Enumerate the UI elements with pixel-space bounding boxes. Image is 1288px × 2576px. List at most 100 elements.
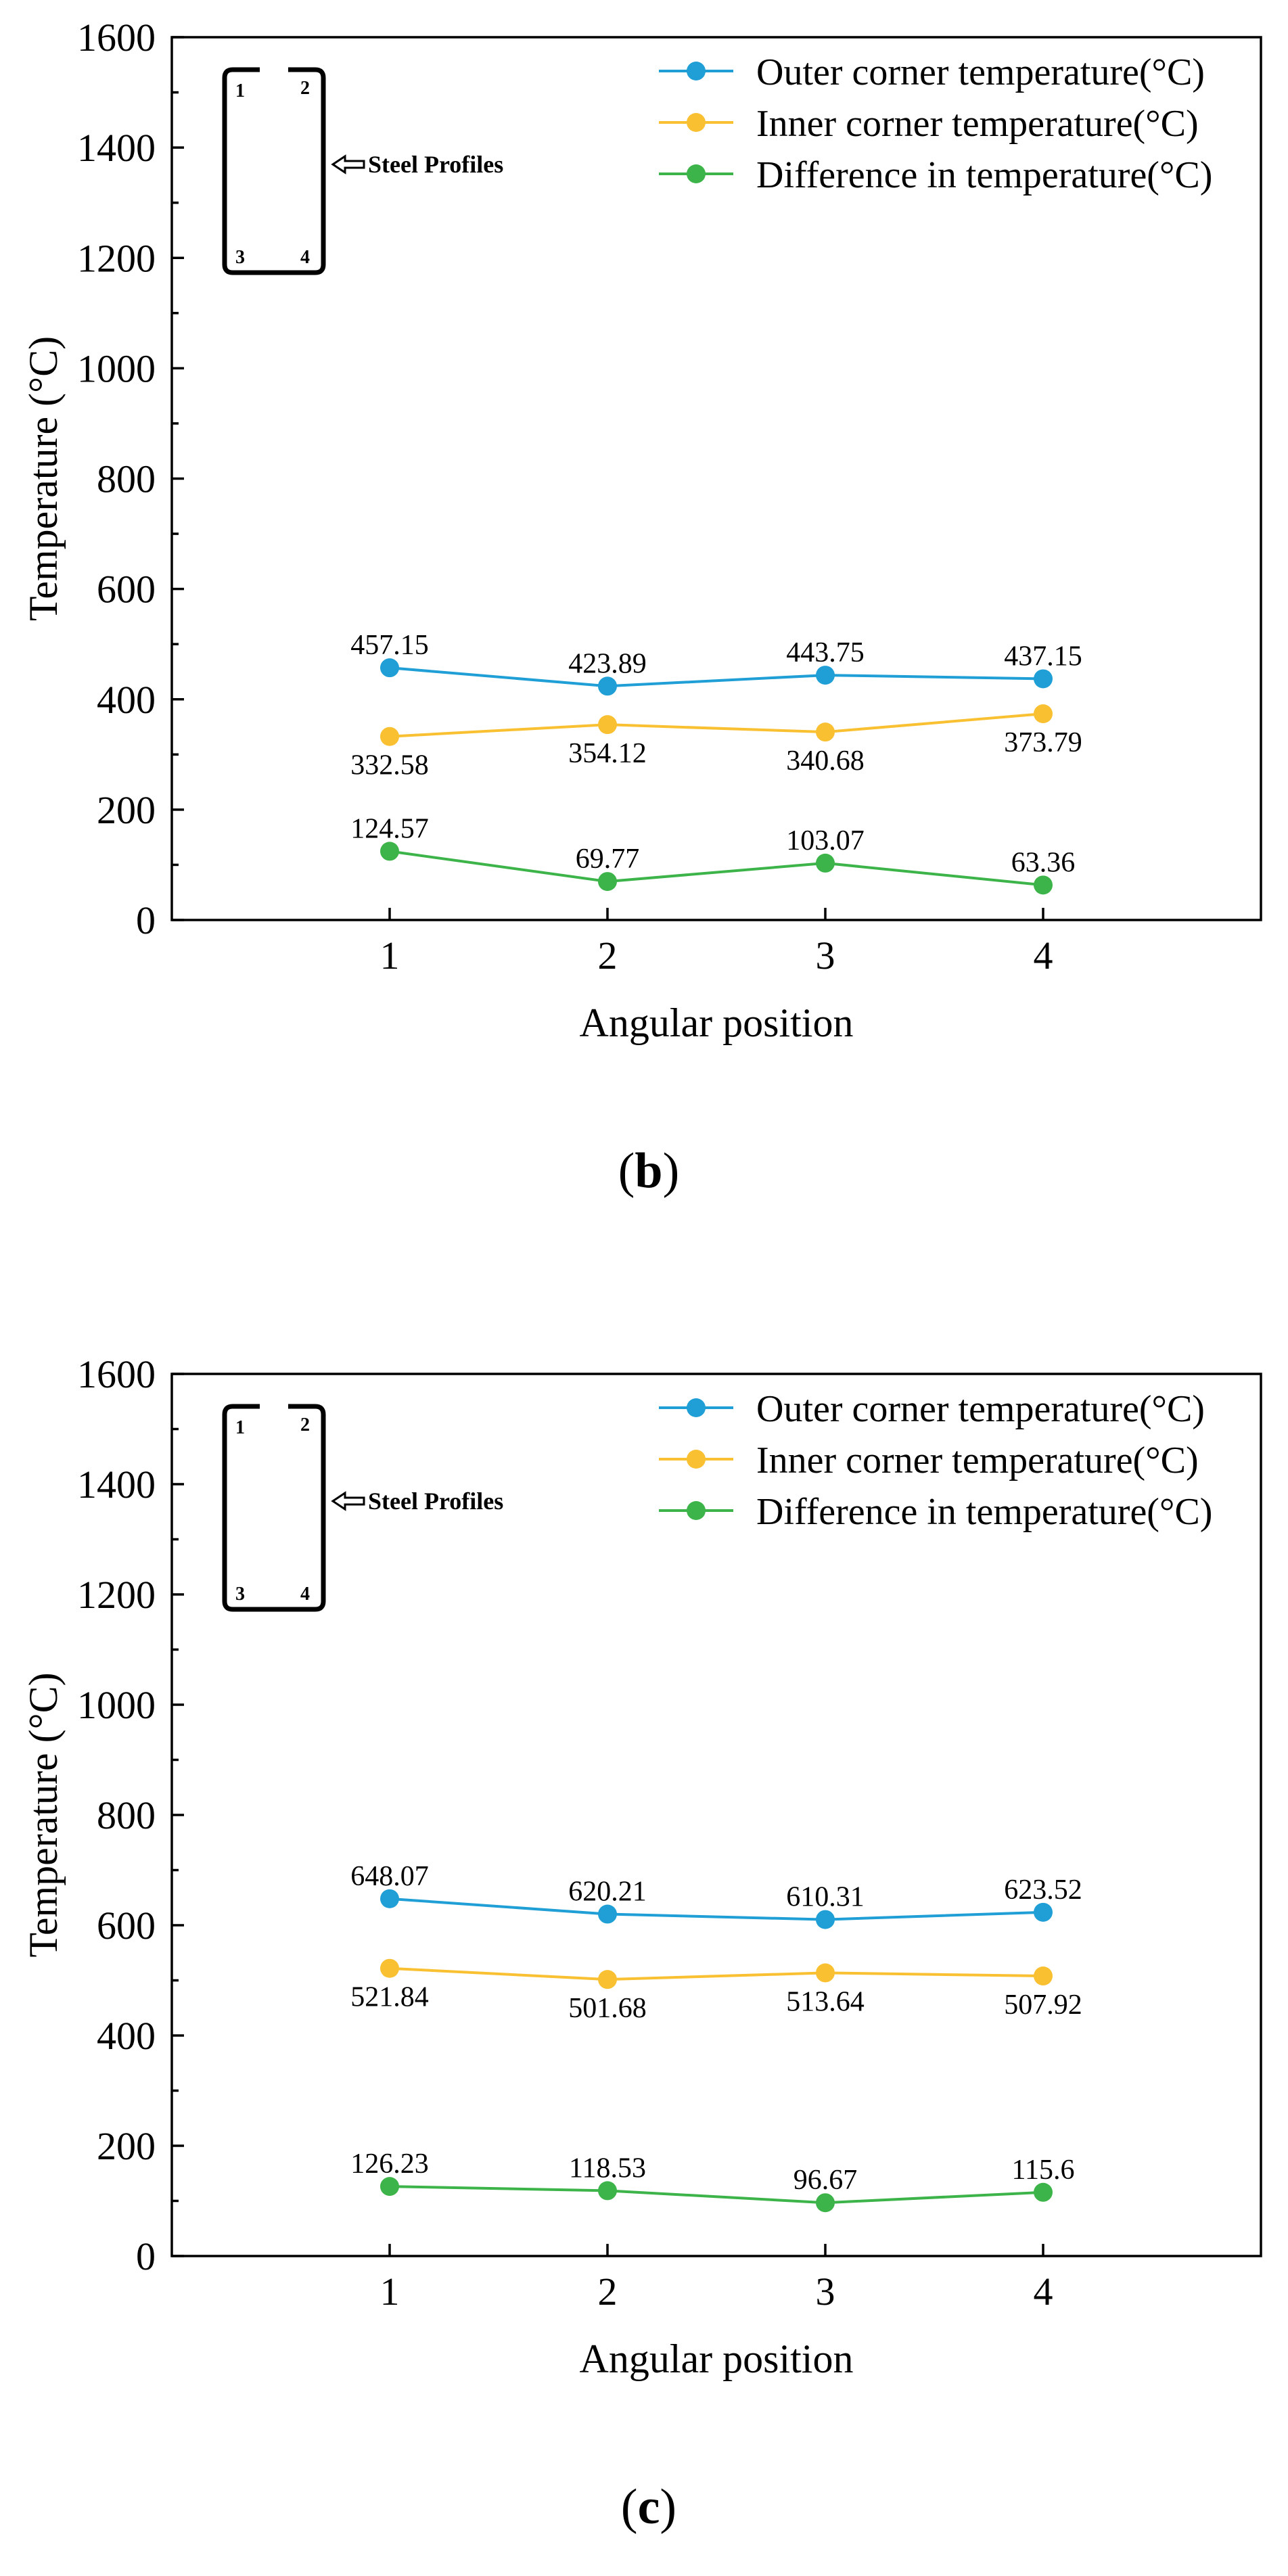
data-point-inner	[380, 1958, 399, 1978]
data-label-outer: 648.07	[350, 1861, 429, 1892]
data-label-difference: 96.67	[794, 2165, 858, 2196]
y-tick-label: 200	[97, 788, 156, 832]
panel-letter: b	[635, 1143, 662, 1199]
legend-label-difference: Difference in temperature(°C)	[756, 154, 1212, 196]
y-tick-label: 1200	[77, 236, 156, 280]
data-point-difference	[380, 2177, 399, 2196]
x-tick-label: 4	[1034, 2270, 1053, 2314]
data-point-outer	[816, 666, 835, 685]
y-axis-title: Temperature (°C)	[21, 1672, 66, 1957]
data-point-difference	[380, 842, 399, 861]
corner-label-1: 1	[235, 80, 245, 101]
chart-panel-c: 0 200 400 600 800 1000 1200 1400 1600 1 2 3 4 Angular…	[21, 1352, 1262, 2535]
data-label-difference: 118.53	[569, 2153, 646, 2184]
y-tick-label: 600	[97, 1904, 156, 1948]
data-point-difference	[1034, 2182, 1053, 2202]
y-tick-label: 800	[97, 1793, 156, 1837]
x-tick-label: 4	[1034, 934, 1053, 978]
y-tick-label: 400	[97, 678, 156, 722]
data-label-outer: 610.31	[786, 1882, 865, 1913]
legend-marker-outer	[687, 1398, 706, 1417]
data-point-inner	[816, 1963, 835, 1983]
legend-marker-difference	[687, 164, 706, 183]
x-tick-label: 3	[816, 2270, 835, 2314]
corner-label-2: 2	[300, 1414, 310, 1435]
data-point-outer	[1034, 669, 1053, 689]
x-tick-label: 3	[816, 934, 835, 978]
data-point-difference	[598, 872, 617, 892]
y-tick-label: 200	[97, 2124, 156, 2168]
data-label-inner: 513.64	[786, 1986, 865, 2017]
data-point-outer	[1034, 1902, 1053, 1922]
data-point-difference	[816, 853, 835, 873]
data-label-difference: 126.23	[350, 2148, 429, 2180]
corner-label-4: 4	[300, 1584, 310, 1605]
legend-marker-inner	[687, 113, 706, 132]
data-point-outer	[598, 1904, 617, 1924]
steel-profile-inset: 1 2 3 4 Steel Profiles	[222, 67, 503, 275]
panel-paren-close: )	[660, 2479, 676, 2535]
y-tick-label: 0	[136, 2234, 156, 2278]
y-tick-label: 600	[97, 568, 156, 612]
legend-label-inner: Inner corner temperature(°C)	[756, 1440, 1199, 1481]
legend-marker-difference	[687, 1501, 706, 1520]
legend-marker-inner	[687, 1450, 706, 1469]
data-label-outer: 620.21	[568, 1877, 647, 1908]
corner-label-1: 1	[235, 1417, 245, 1438]
data-point-inner	[1034, 704, 1053, 724]
data-point-inner	[816, 722, 835, 742]
data-label-inner: 501.68	[568, 1993, 647, 2024]
inset-text: Steel Profiles	[368, 151, 503, 178]
data-label-difference: 103.07	[786, 825, 865, 856]
data-label-difference: 69.77	[576, 844, 640, 875]
data-label-inner: 373.79	[1004, 727, 1082, 758]
data-label-outer: 443.75	[786, 637, 865, 668]
x-tick-label: 2	[598, 2270, 618, 2314]
y-tick-label: 1600	[77, 16, 156, 60]
data-label-outer: 423.89	[568, 648, 647, 679]
y-tick-label: 1400	[77, 1463, 156, 1506]
panel-label: (c)	[621, 2479, 676, 2535]
series-line-outer	[389, 1897, 1044, 1921]
data-point-inner	[598, 1970, 617, 1990]
data-label-outer: 437.15	[1004, 641, 1082, 672]
y-tick-label: 800	[97, 457, 156, 501]
arrow-left-icon	[331, 1491, 365, 1511]
data-point-outer	[380, 1889, 399, 1908]
data-label-outer: 623.52	[1004, 1874, 1082, 1906]
corner-label-3: 3	[235, 1584, 245, 1605]
y-tick-label: 0	[136, 898, 156, 942]
data-label-inner: 340.68	[786, 745, 865, 777]
arrow-left-icon	[331, 154, 365, 175]
y-tick-label: 1400	[77, 126, 156, 170]
x-tick-label: 2	[598, 934, 618, 978]
inset-text: Steel Profiles	[368, 1488, 503, 1515]
legend-label-inner: Inner corner temperature(°C)	[756, 103, 1199, 145]
x-tick-label: 1	[380, 2270, 400, 2314]
panel-paren-close: )	[663, 1143, 680, 1199]
data-point-inner	[1034, 1967, 1053, 1986]
steel-profile-inset: 1 2 3 4 Steel Profiles	[222, 1404, 503, 1612]
panel-paren-open: (	[618, 1143, 635, 1199]
data-point-difference	[816, 2193, 835, 2213]
y-axis-title: Temperature (°C)	[21, 336, 66, 621]
series-line-difference	[389, 850, 1044, 887]
data-point-inner	[598, 715, 617, 735]
corner-label-3: 3	[235, 247, 245, 268]
x-tick-label: 1	[380, 934, 400, 978]
steel-profile-outline	[222, 67, 326, 275]
data-label-inner: 507.92	[1004, 1990, 1082, 2021]
legend-label-outer: Outer corner temperature(°C)	[756, 51, 1205, 93]
steel-profile-outline	[222, 1404, 326, 1612]
panel-label: (b)	[618, 1143, 679, 1199]
y-tick-label: 1200	[77, 1573, 156, 1617]
data-point-outer	[598, 676, 617, 696]
panel-letter: c	[638, 2479, 660, 2535]
panel-paren-open: (	[621, 2479, 638, 2535]
y-tick-label: 1000	[77, 1683, 156, 1727]
corner-label-4: 4	[300, 247, 310, 268]
series-line-outer	[389, 666, 1044, 688]
data-label-inner: 354.12	[568, 738, 647, 769]
x-axis-title: Angular position	[580, 2337, 854, 2381]
